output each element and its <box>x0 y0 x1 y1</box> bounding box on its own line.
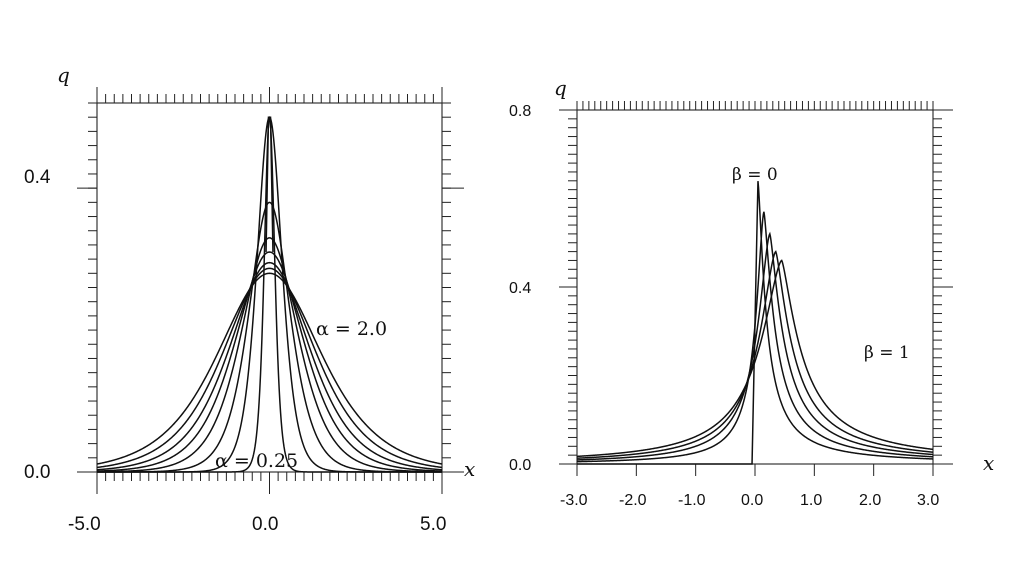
right-x-tick-label: 2.0 <box>859 492 881 509</box>
left-curve-series <box>96 267 443 469</box>
right-x-tick-labels: -3.0 -2.0 -1.0 0.0 1.0 2.0 3.0 <box>560 492 939 509</box>
right-x-tick-label: 1.0 <box>800 492 822 509</box>
left-curve-series <box>96 237 443 473</box>
left-plot-frame <box>96 102 443 473</box>
left-chart: q x 0.4 0.0 -5.0 0.0 5.0 α = 2.0 α = 0.2… <box>24 63 475 535</box>
right-chart: q x 0.8 0.4 0.0 -3.0 -2.0 -1.0 0.0 1.0 2… <box>509 76 994 509</box>
right-y-tick-label: 0.8 <box>509 103 531 120</box>
left-ticks <box>77 87 464 494</box>
left-annotation-alpha-max: α = 2.0 <box>316 318 387 340</box>
right-annotation-beta-max: β = 1 <box>864 343 910 363</box>
left-x-axis-label: x <box>464 457 475 481</box>
left-curve-series <box>96 272 443 465</box>
left-curves <box>96 116 443 473</box>
right-curve-series <box>576 211 934 463</box>
left-curve-series <box>96 251 443 472</box>
right-curves <box>576 181 934 465</box>
left-curve-spike <box>265 116 274 253</box>
right-x-tick-label: -3.0 <box>560 492 588 509</box>
left-x-tick-label: 0.0 <box>252 514 278 535</box>
left-y-tick-label: 0.0 <box>24 462 50 483</box>
right-ticks <box>559 101 953 476</box>
right-x-axis-label: x <box>983 451 994 475</box>
left-y-axis-label: q <box>57 63 70 87</box>
left-annotation-alpha-min: α = 0.25 <box>215 450 298 472</box>
right-curve-series <box>576 231 934 461</box>
right-x-tick-label: -2.0 <box>619 492 647 509</box>
right-x-tick-label: 0.0 <box>741 492 763 509</box>
right-x-tick-label: -1.0 <box>678 492 706 509</box>
left-curve-series <box>97 117 442 473</box>
left-curve-series <box>97 201 442 473</box>
left-y-tick-label: 0.4 <box>24 167 51 188</box>
left-x-tick-label: 5.0 <box>420 514 446 535</box>
left-curve-series <box>97 116 442 473</box>
right-annotation-beta-min: β = 0 <box>732 165 778 185</box>
right-y-tick-label: 0.0 <box>509 457 531 474</box>
right-curve-series <box>576 250 934 459</box>
right-y-axis-label: q <box>554 76 567 100</box>
right-y-tick-label: 0.4 <box>509 280 531 297</box>
right-x-tick-label: 3.0 <box>917 492 939 509</box>
right-curve-series <box>576 259 934 458</box>
left-curve-series <box>96 261 443 471</box>
left-x-tick-label: -5.0 <box>68 514 101 535</box>
